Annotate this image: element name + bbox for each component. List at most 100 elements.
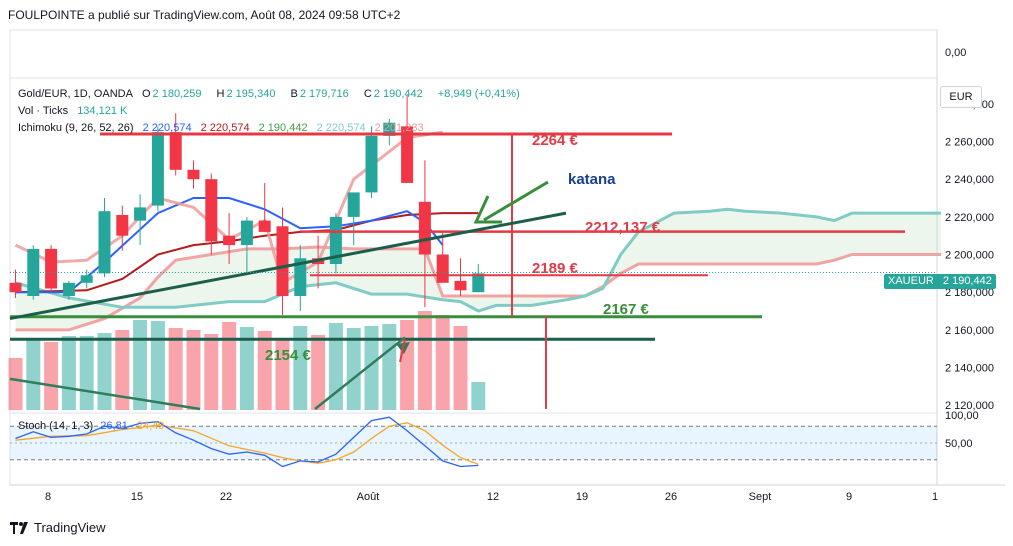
legend-open: 2 180,259 <box>152 88 202 100</box>
candles <box>9 94 485 315</box>
volume-bar <box>79 336 94 410</box>
volume-bar <box>453 326 468 410</box>
footer: TradingView <box>10 520 106 535</box>
price-tag-value: 2 190,442 <box>942 275 992 287</box>
price-tick-label: 2 140,000 <box>945 363 994 375</box>
price-tag-symbol: XAUEUR <box>888 275 934 287</box>
stoch-tick-label: 50,00 <box>945 438 973 450</box>
legend-stoch-label: Stoch (14, 1, 3) <box>18 420 94 432</box>
attribution-text: FOULPOINTE a publié sur TradingView.com,… <box>8 8 401 22</box>
time-tick-label: Sept <box>749 491 772 503</box>
volume-bar <box>435 315 450 410</box>
volume-bar <box>44 342 59 410</box>
legend-stoch: Stoch (14, 1, 3) 26,81 24,49 <box>18 420 164 432</box>
price-tick-label: 2 120,000 <box>945 400 994 412</box>
candle-body <box>223 235 236 246</box>
candle-body <box>329 216 342 264</box>
candle-body <box>472 273 485 293</box>
volume-bar <box>115 330 130 410</box>
volume-bar <box>257 331 272 410</box>
tradingview-logo-icon <box>10 521 28 534</box>
cloud-fill <box>15 209 942 330</box>
legend-span-a: 2 220,574 <box>316 122 366 134</box>
span-a-line <box>15 207 942 313</box>
footer-brand: TradingView <box>34 520 106 535</box>
legend-volume-value: 134,121 K <box>77 105 128 117</box>
stoch-k-line <box>15 416 479 468</box>
volume-bar <box>186 330 201 410</box>
time-tick-label: 9 <box>846 491 852 503</box>
volume-bar <box>364 326 379 410</box>
stoch-band <box>10 426 937 460</box>
legend-stoch-k: 26,81 <box>100 420 128 432</box>
stochastic-pane <box>10 416 937 468</box>
stoch-tick-label: 100,00 <box>945 410 979 422</box>
legend-kijun: 2 220,574 <box>200 122 250 134</box>
candle-body <box>80 275 93 283</box>
price-tick-label: 2 180,000 <box>945 287 994 299</box>
time-tick-label: Août <box>357 491 380 503</box>
volume-bar <box>311 335 326 410</box>
candle-body <box>151 132 164 206</box>
volume-bar <box>382 324 397 410</box>
time-tick-label: 19 <box>576 491 588 503</box>
volume-bar <box>293 326 308 410</box>
legend-close-label: C <box>363 88 372 100</box>
price-tick-label: 2 200,000 <box>945 250 994 262</box>
legend-low-label: B <box>290 88 298 100</box>
time-tick-label: 22 <box>220 491 232 503</box>
price-label-top: 0,00 <box>945 47 966 59</box>
candle-body <box>187 169 200 180</box>
time-tick-label: 15 <box>131 491 143 503</box>
candle-body <box>276 226 289 296</box>
candle-body <box>365 135 378 193</box>
time-tick-label: 26 <box>665 491 677 503</box>
ichimoku-cloud <box>15 209 942 330</box>
legend-high-label: H <box>216 88 225 100</box>
legend-ichimoku: Ichimoku (9, 26, 52, 26) 2 220,574 2 220… <box>18 122 430 134</box>
volume-bar <box>346 328 361 410</box>
volume-bar <box>400 320 415 410</box>
price-tick-label: 2 260,000 <box>945 137 994 149</box>
candle-body <box>116 215 129 236</box>
trend-line <box>9 211 567 321</box>
candle-body <box>401 126 414 183</box>
currency-button[interactable]: EUR <box>940 86 982 108</box>
candle-body <box>347 192 360 217</box>
time-tick-label: 8 <box>45 491 51 503</box>
volume-bar <box>133 320 148 410</box>
time-tick-label: 12 <box>487 491 499 503</box>
legend-span-b: 2 201,233 <box>374 122 424 134</box>
volume-bar <box>150 321 165 410</box>
arrow-katana-line <box>483 180 549 222</box>
volume-bar <box>222 322 237 410</box>
volume-bar <box>204 334 219 410</box>
legend-low: 2 179,716 <box>299 88 349 100</box>
volume-bar <box>471 382 486 410</box>
candle-body <box>240 220 253 246</box>
candle-body <box>62 282 75 296</box>
legend-tenkan: 2 220,574 <box>142 122 192 134</box>
volume-bar <box>8 358 23 410</box>
label-2154: 2154 € <box>265 347 312 364</box>
trend-line-lower <box>9 377 201 411</box>
candle-body <box>418 201 431 255</box>
drawings: 2264 € katana 2212,137 € 2189 € 2167 € 2154 € <box>9 132 937 411</box>
arrow-up-line <box>314 336 406 410</box>
price-tick-label: 2 160,000 <box>945 325 994 337</box>
small-red-tick <box>399 339 406 363</box>
legend-stoch-d: 24,49 <box>136 420 165 432</box>
price-tag: XAUEUR 2 190,442 <box>884 274 996 289</box>
candle-body <box>258 220 271 232</box>
candle-body <box>9 282 22 293</box>
candle-body <box>294 258 307 296</box>
volume-bar <box>275 338 290 410</box>
candle-body <box>436 254 449 283</box>
volume-bar <box>239 327 254 410</box>
volume-bar <box>61 336 76 410</box>
volume-bar <box>168 328 183 410</box>
legend-close: 2 190,442 <box>373 88 423 100</box>
label-katana: katana <box>568 171 616 188</box>
